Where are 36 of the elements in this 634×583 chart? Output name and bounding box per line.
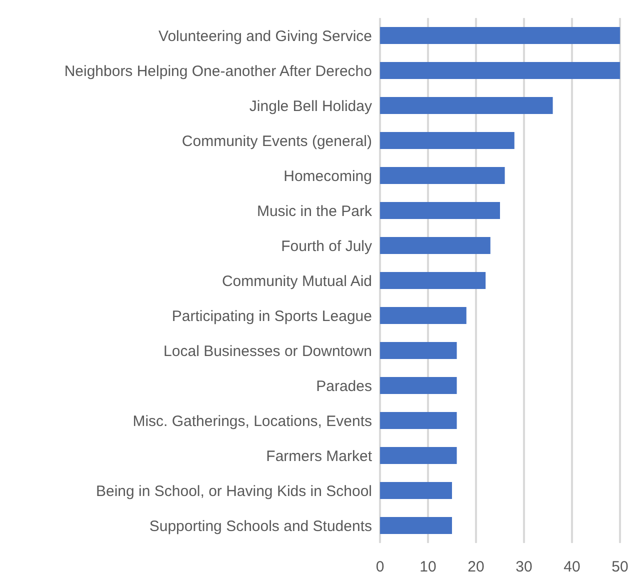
- y-tick-label: Music in the Park: [256, 202, 372, 220]
- y-tick-label: Supporting Schools and Students: [149, 518, 372, 535]
- bar: [380, 202, 500, 219]
- x-tick-label: 30: [516, 558, 532, 576]
- y-tick-label: Misc. Gatherings, Locations, Events: [132, 412, 372, 430]
- x-tick-label: 40: [564, 558, 580, 576]
- bar: [380, 377, 457, 394]
- x-tick-label: 10: [420, 558, 436, 576]
- bar: [380, 167, 505, 184]
- x-tick-label: 0: [376, 558, 384, 576]
- y-tick-label: Participating in Sports League: [172, 308, 372, 325]
- x-tick-label: 50: [612, 558, 628, 576]
- y-tick-label: Being in School, or Having Kids in School: [96, 482, 372, 500]
- bar: [380, 412, 457, 429]
- bar: [380, 97, 553, 114]
- y-tick-label: Community Mutual Aid: [222, 272, 372, 290]
- y-tick-label: Local Businesses or Downtown: [164, 342, 372, 360]
- y-tick-label: Volunteering and Giving Service: [158, 28, 372, 45]
- x-tick-label: 20: [468, 558, 484, 576]
- y-tick-label: Jingle Bell Holiday: [249, 98, 372, 115]
- bar: [380, 517, 452, 534]
- bar: [380, 132, 514, 149]
- bar: [380, 482, 452, 499]
- bar: [380, 447, 457, 464]
- y-tick-label: Farmers Market: [266, 448, 373, 465]
- bar: [380, 307, 466, 324]
- bar: [380, 62, 620, 79]
- y-tick-label: Homecoming: [284, 168, 372, 185]
- bar: [380, 237, 490, 254]
- bar: [380, 272, 486, 289]
- y-tick-label: Parades: [316, 378, 372, 395]
- bar: [380, 342, 457, 359]
- y-tick-label: Neighbors Helping One-another After Derecho: [64, 62, 372, 80]
- bar: [380, 27, 620, 44]
- y-tick-label: Community Events (general): [182, 132, 372, 150]
- y-tick-label: Fourth of July: [281, 238, 372, 255]
